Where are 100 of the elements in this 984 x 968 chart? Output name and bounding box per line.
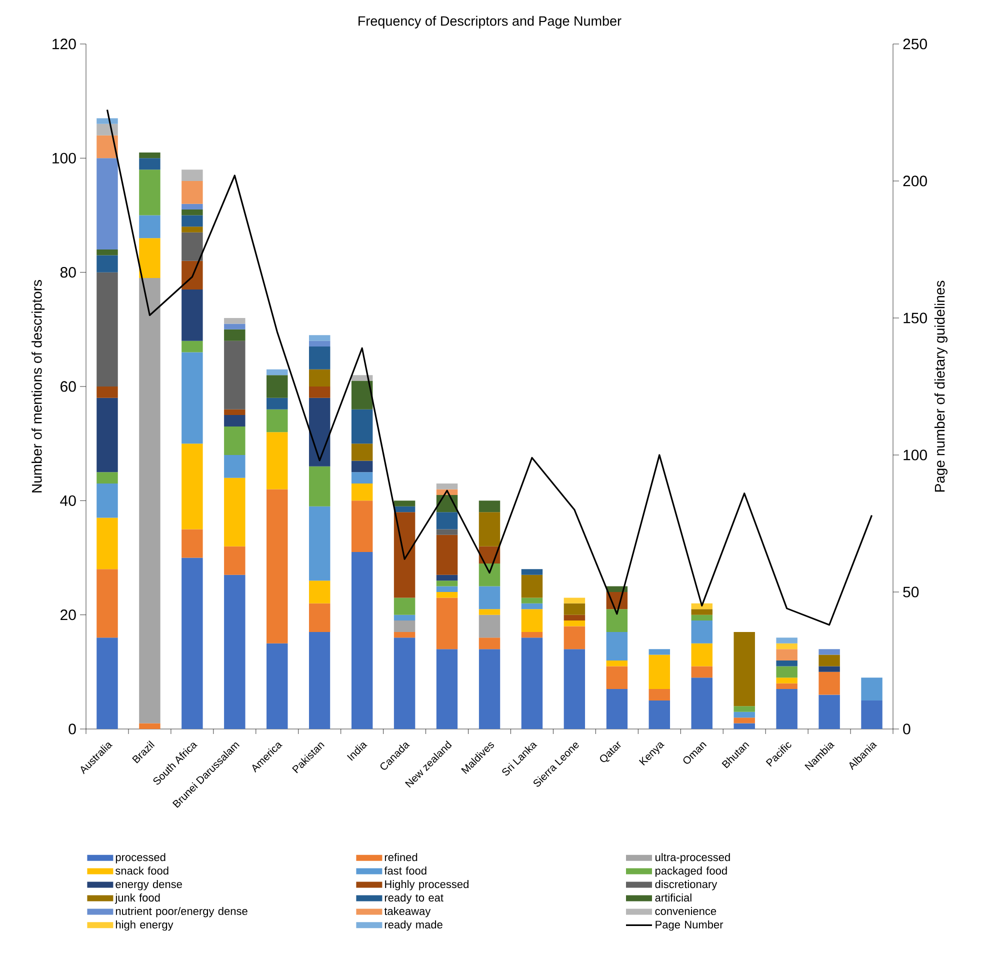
legend-label: fast food — [384, 866, 426, 875]
bar — [691, 609, 712, 615]
bar — [96, 472, 118, 484]
bar — [224, 574, 246, 729]
legend-label: takeaway — [384, 906, 431, 918]
bar — [436, 512, 458, 530]
bar — [182, 289, 203, 341]
bar — [308, 335, 330, 341]
bar — [351, 460, 373, 472]
bar — [734, 723, 755, 729]
bar — [436, 592, 458, 598]
bar — [182, 215, 203, 227]
bar — [776, 666, 798, 678]
y-tick-label: 80 — [60, 267, 76, 278]
bar — [436, 598, 458, 650]
y2-tick-label: 0 — [903, 724, 910, 734]
bar — [96, 398, 118, 472]
bar — [521, 632, 543, 638]
bar — [266, 369, 288, 376]
bar — [139, 152, 160, 158]
bar — [394, 500, 416, 506]
bar — [351, 444, 373, 461]
y2-tick-label: 250 — [903, 38, 927, 50]
bar — [734, 632, 755, 706]
bar — [182, 210, 203, 216]
line-series — [106, 108, 873, 626]
legend-label: processed — [116, 853, 166, 864]
bar — [139, 215, 160, 238]
bar — [818, 654, 840, 666]
bar — [308, 369, 330, 386]
legend-label: energy dense — [116, 880, 182, 890]
bar — [521, 638, 543, 729]
bar — [139, 723, 160, 729]
bar — [308, 466, 330, 506]
bar — [139, 170, 160, 216]
bar — [776, 649, 798, 660]
bar — [182, 340, 203, 352]
bar — [266, 432, 288, 490]
bar — [564, 626, 586, 650]
bar — [734, 706, 755, 712]
bar — [394, 512, 416, 598]
bar — [224, 409, 246, 416]
bar — [224, 478, 246, 546]
y-tick-label: 40 — [60, 495, 76, 506]
bar — [96, 158, 118, 250]
bar — [351, 409, 373, 444]
bar — [691, 678, 712, 729]
bar — [478, 500, 500, 512]
bar — [139, 238, 160, 278]
bar — [776, 638, 798, 644]
legend-label: junk food — [114, 893, 160, 904]
bar — [224, 426, 246, 455]
bar — [478, 609, 500, 615]
bar — [139, 158, 160, 170]
bar — [351, 380, 373, 410]
bar — [436, 529, 458, 535]
bar — [691, 603, 712, 610]
bar — [564, 603, 586, 615]
bar — [308, 340, 330, 347]
bar — [351, 472, 373, 484]
bar — [308, 603, 330, 632]
bar — [691, 614, 712, 621]
bar — [818, 694, 840, 729]
legend-label: nutrient poor/energy dense — [116, 906, 248, 918]
bar — [224, 324, 246, 330]
bar — [394, 638, 416, 729]
chart-title: Frequency of Descriptors and Page Number — [358, 16, 622, 28]
bar — [478, 649, 500, 729]
bar — [861, 700, 882, 729]
bar — [564, 598, 586, 604]
bar — [436, 649, 458, 729]
bar — [606, 609, 628, 632]
bar — [394, 598, 416, 615]
bar — [308, 506, 330, 581]
bar — [564, 614, 586, 621]
bar — [308, 632, 330, 729]
y2-tick-label: 100 — [904, 450, 927, 460]
bar — [224, 329, 246, 341]
bar — [776, 643, 798, 650]
bar — [818, 649, 840, 655]
legend-label: artificial — [655, 893, 692, 902]
bar — [224, 318, 246, 324]
bar — [478, 638, 500, 650]
y2-tick-label: 150 — [904, 312, 927, 324]
bar — [436, 534, 458, 575]
y-axis-title: Number of mentions of descriptors — [32, 280, 45, 492]
bar — [96, 124, 118, 136]
legend-label: ready made — [384, 920, 442, 931]
bar — [96, 249, 118, 256]
bar — [564, 649, 586, 729]
bar — [521, 598, 543, 604]
bar — [648, 689, 670, 700]
bar — [224, 546, 246, 575]
bar — [351, 484, 373, 501]
bar — [861, 678, 882, 700]
legend-label: snack food — [116, 866, 168, 875]
bar — [96, 638, 118, 729]
bar — [521, 603, 543, 610]
bar — [266, 398, 288, 410]
bar — [478, 614, 500, 638]
